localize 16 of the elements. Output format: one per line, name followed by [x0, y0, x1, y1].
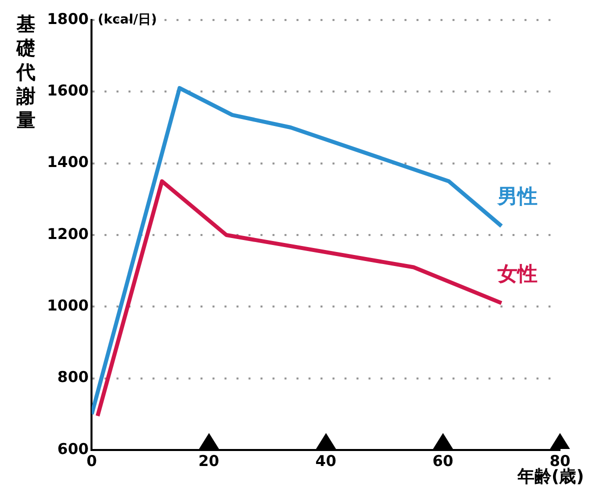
series-label: 男性 [496, 184, 538, 208]
x-tick-label: 20 [198, 452, 220, 470]
x-tick-label: 40 [315, 452, 336, 470]
x-tick-label: 0 [86, 452, 97, 470]
annotation: (kcal/日) [98, 12, 157, 28]
y-tick-label: 1000 [47, 296, 89, 315]
y-tick-label: 1600 [47, 82, 89, 100]
x-tick-label: 60 [432, 452, 454, 470]
series-label: 女性 [496, 261, 538, 286]
y-axis-title: 基礎代謝量 [16, 13, 36, 132]
y-tick-label: 1400 [47, 153, 89, 172]
y-tick-label: 800 [57, 368, 89, 386]
x-axis-title: 年齢(歳) [516, 466, 584, 487]
y-tick-label: 600 [57, 440, 89, 458]
y-tick-label: 1200 [47, 224, 89, 243]
y-tick-label: 1800 [47, 10, 89, 28]
